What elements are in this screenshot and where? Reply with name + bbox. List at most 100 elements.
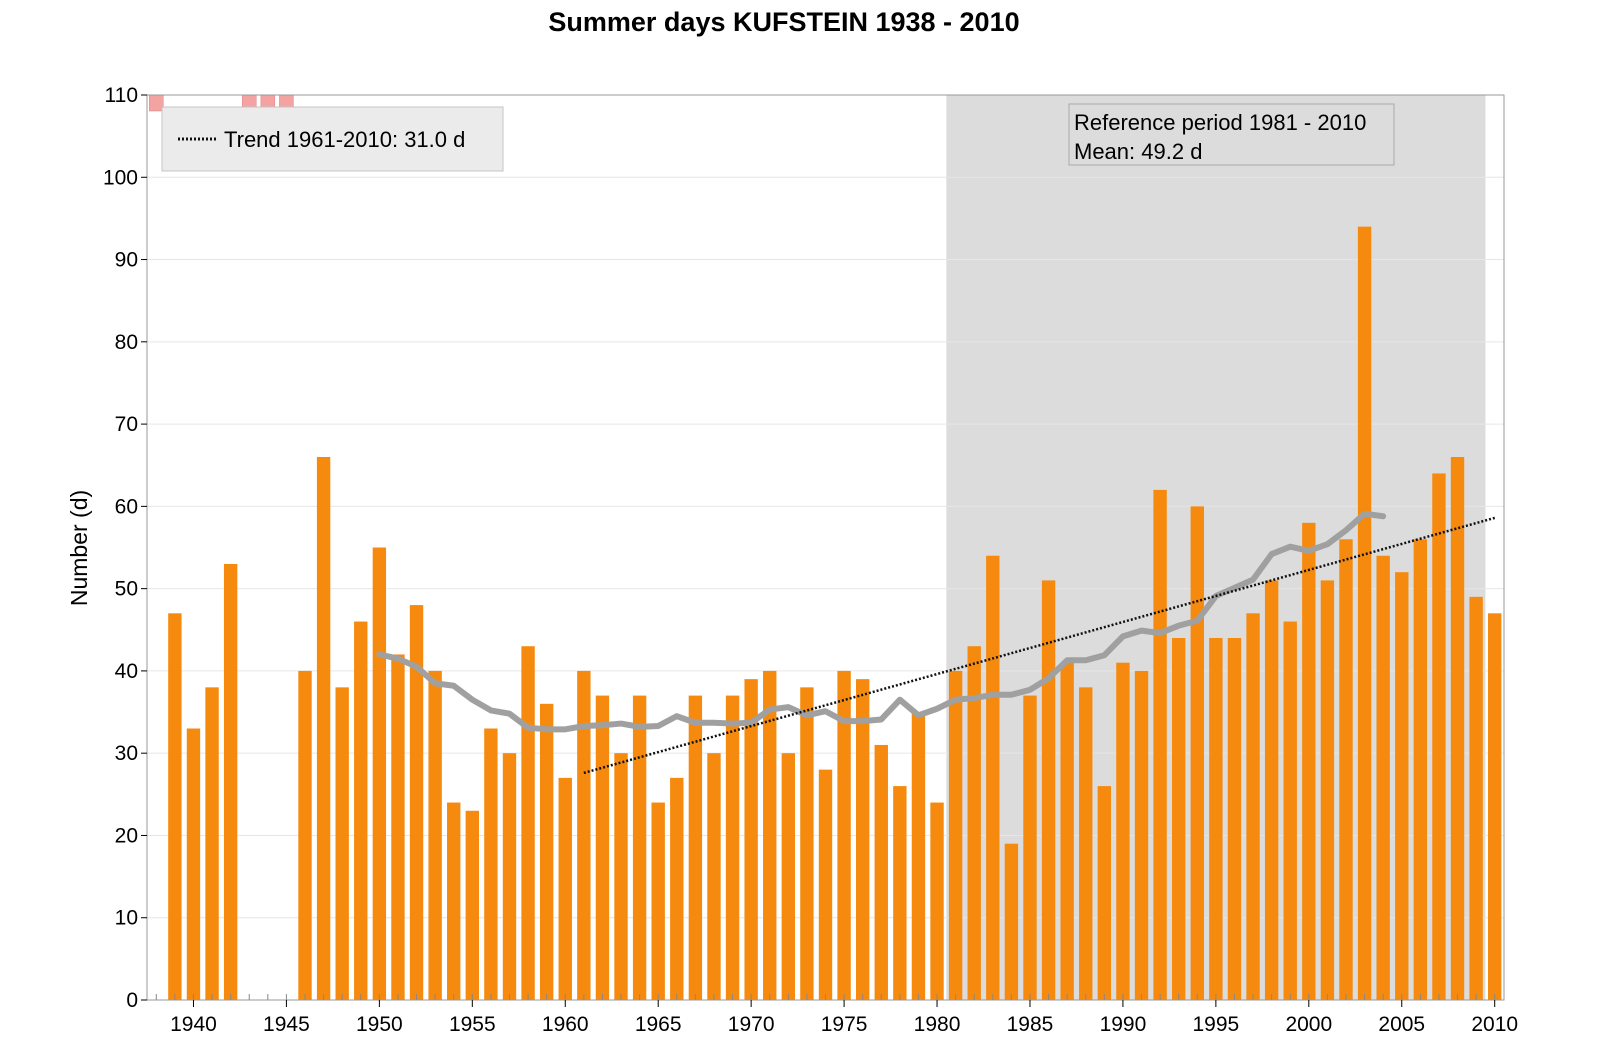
bar [948, 670, 963, 1000]
bar [1264, 580, 1279, 1000]
x-tick-label: 2005 [1378, 1013, 1425, 1036]
trend-line [583, 516, 1496, 775]
x-tick-label: 2000 [1285, 1013, 1332, 1036]
bar [725, 695, 740, 1000]
x-tick-label: 1940 [170, 1013, 217, 1036]
bar [484, 728, 498, 1000]
chart-title: Summer days KUFSTEIN 1938 - 2010 [548, 7, 1019, 37]
reference-period-label: Reference period 1981 - 2010 [1074, 110, 1366, 135]
bar [186, 728, 201, 1000]
legend-trend-label: Trend 1961-2010: 31.0 d [224, 127, 465, 152]
y-tick-label: 70 [115, 413, 138, 436]
bar [1469, 596, 1483, 1000]
bar [670, 777, 684, 1000]
bar [967, 646, 981, 1000]
bar [1153, 489, 1167, 1000]
bar [372, 547, 387, 1000]
bar [1413, 539, 1428, 1000]
bar [818, 769, 833, 1000]
bar [930, 802, 944, 1000]
bar [837, 670, 851, 1000]
bar [558, 777, 572, 1000]
bar [1357, 226, 1372, 1001]
x-tick-label: 1945 [263, 1013, 310, 1036]
bar [335, 687, 349, 1000]
y-tick-label: 20 [115, 824, 138, 847]
bar [986, 555, 1000, 1000]
x-axis: 1940 1945 1950 1955 1960 1965 1970 1975 1980 1985… [155, 994, 1518, 1036]
x-tick-label: 1975 [821, 1013, 868, 1036]
y-tick-label: 40 [115, 660, 138, 683]
reference-period-box [1068, 103, 1395, 166]
bar [354, 621, 368, 1000]
bar [800, 687, 814, 1000]
bar [409, 605, 424, 1000]
bar [595, 695, 610, 1000]
y-tick-label: 110 [105, 84, 138, 107]
bar [502, 753, 517, 1000]
bar [1209, 638, 1223, 1000]
bar [911, 712, 926, 1000]
bar [632, 695, 647, 1000]
bar [577, 670, 591, 1000]
x-tick-label: 1995 [1193, 1013, 1240, 1036]
bar [521, 646, 535, 1000]
bar [1079, 687, 1093, 1000]
y-tick-label: 50 [115, 578, 138, 601]
x-tick-label: 1950 [356, 1013, 403, 1036]
bar [1320, 580, 1335, 1000]
x-tick-label: 2010 [1471, 1013, 1518, 1036]
bar [428, 670, 442, 1000]
bar [1041, 580, 1056, 1000]
bar [1246, 613, 1260, 1000]
y-tick-label: 80 [115, 331, 138, 354]
missing-year-marker [149, 94, 164, 112]
bar [1376, 555, 1390, 1000]
x-tick-label: 1980 [914, 1013, 961, 1036]
bar [1488, 613, 1502, 1000]
bar [874, 744, 888, 1000]
bar [893, 786, 907, 1000]
y-axis: 0 10 20 30 40 50 60 70 80 90 100 110 [103, 84, 147, 1012]
y-tick-label: 30 [115, 742, 138, 765]
legend-box [161, 106, 504, 172]
bar [763, 670, 777, 1000]
y-tick-label: 100 [103, 166, 138, 189]
bar [1060, 662, 1074, 1000]
y-tick-label: 90 [115, 249, 138, 272]
bar [1023, 695, 1037, 1000]
bar [744, 679, 758, 1000]
bar [1283, 621, 1297, 1000]
bar [223, 563, 238, 1000]
x-tick-label: 1955 [449, 1013, 496, 1036]
bar [539, 703, 554, 1000]
bar [205, 687, 219, 1000]
bar [1171, 638, 1186, 1000]
bar [781, 753, 796, 1000]
bar [1432, 473, 1446, 1000]
bar [1339, 539, 1353, 1000]
bar [1227, 638, 1242, 1000]
x-tick-label: 1965 [635, 1013, 682, 1036]
bar [1190, 506, 1204, 1000]
bar [1004, 843, 1019, 1000]
bar [298, 670, 312, 1000]
bar [316, 457, 331, 1000]
bar [465, 810, 480, 1000]
y-axis-title: Number (d) [66, 490, 92, 606]
bar [168, 613, 182, 1000]
x-tick-label: 1970 [728, 1013, 775, 1036]
bar [1450, 457, 1465, 1000]
bar [1134, 670, 1149, 1000]
x-tick-label: 1985 [1007, 1013, 1054, 1036]
legend: Trend 1961-2010: 31.0 d [161, 106, 504, 172]
bar [1116, 662, 1130, 1000]
bar [614, 753, 628, 1000]
plot-area [146, 94, 1505, 1001]
x-tick-label: 1960 [542, 1013, 589, 1036]
bar [1395, 572, 1409, 1000]
bar [447, 802, 461, 1000]
bar [688, 695, 703, 1000]
bar [1097, 786, 1112, 1000]
